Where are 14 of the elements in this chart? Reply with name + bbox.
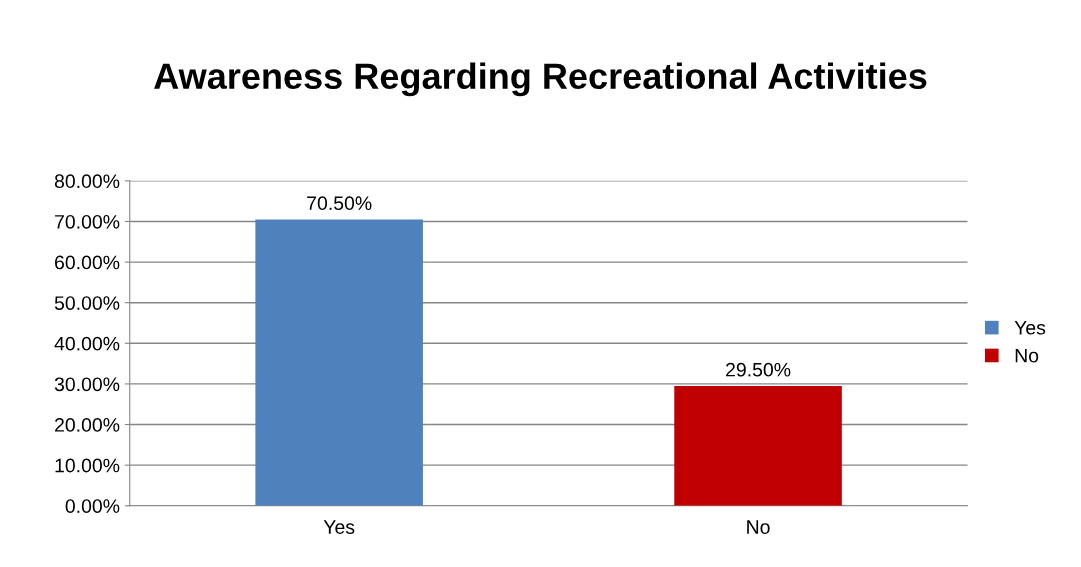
y-tick-label: 0.00% [65, 499, 120, 513]
y-tick-label: 10.00% [55, 458, 120, 473]
chart-title: Awareness Regarding Recreational Activities [154, 62, 927, 97]
data-label: 70.50% [307, 196, 372, 211]
y-tick-label: 40.00% [54, 336, 120, 351]
y-tick-label: 60.00% [55, 255, 120, 270]
y-tick-label: 70.00% [55, 214, 120, 229]
y-tick-label: 30.00% [54, 377, 120, 392]
y-tick-label: 80.00% [54, 174, 120, 189]
y-tick-label: 20.00% [55, 418, 120, 432]
y-tick-label: 50.00% [54, 296, 120, 310]
legend-label: No [1015, 348, 1039, 363]
legend-label: Yes [1014, 321, 1046, 335]
data-label: 29.50% [726, 362, 791, 377]
